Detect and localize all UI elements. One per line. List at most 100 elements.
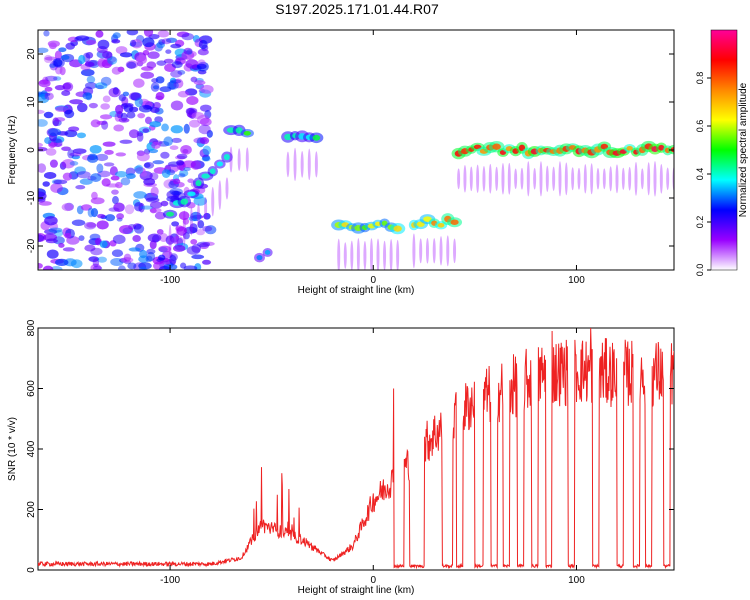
spectrogram-noise [55, 258, 69, 267]
spectrogram-noise [111, 189, 119, 195]
spectrogram-noise [52, 57, 65, 68]
spectrogram-noise [126, 61, 137, 69]
spectrogram-noise [110, 257, 124, 267]
spectrogram-noise [107, 56, 118, 65]
spectrogram-smear [653, 161, 657, 197]
spectrogram-noise [169, 188, 183, 196]
spectrogram-smear [307, 148, 311, 181]
spectrogram-smear [666, 167, 670, 191]
spectrogram-noise [80, 69, 95, 77]
spectrogram-noise [53, 76, 62, 81]
spectrogram-smear [266, 273, 269, 296]
colorbar: 0.0 0.2 0.4 0.6 0.8 Normalized spectral ampl… [695, 29, 749, 276]
spectrogram-smear [369, 238, 373, 270]
spectrogram-noise [123, 253, 132, 262]
y-tick-label: 200 [26, 501, 37, 518]
spectrogram-noise [85, 52, 94, 59]
spectrogram-noise [95, 153, 109, 162]
spectrogram-noise [143, 30, 154, 37]
spectrogram-smear [453, 238, 457, 264]
spectrogram-noise [43, 172, 57, 179]
spectrogram-noise [69, 161, 79, 166]
spectrogram-smear [286, 151, 290, 178]
spectrogram-smear [488, 163, 492, 194]
snr-x-label: Height of straight line (km) [298, 585, 415, 596]
spectrogram-noise [157, 30, 170, 38]
spectrogram-noise [78, 235, 85, 241]
spectrogram-noise [38, 163, 47, 173]
spectrogram-smear [350, 240, 354, 270]
spectrogram-noise [61, 158, 75, 169]
spectrogram-noise [59, 161, 67, 170]
spectrogram-noise [183, 167, 191, 172]
x-tick-label: -100 [160, 575, 180, 586]
spectrogram-smear [539, 161, 543, 197]
spectrogram-smear [337, 238, 341, 270]
spectrogram-noise [86, 222, 97, 228]
spectrogram-noise [155, 91, 165, 101]
spectrogram-noise [160, 151, 170, 159]
spectrogram-noise [155, 76, 165, 84]
spectrogram-smear [182, 210, 186, 246]
spectrogram-noise [190, 239, 198, 245]
spectrogram-noise [149, 201, 163, 209]
spectrogram-noise [126, 30, 139, 36]
spectrogram-noise [49, 159, 58, 168]
y-tick-label: 800 [26, 319, 37, 336]
spectrogram-smear [507, 162, 511, 195]
spectrogram-noise [97, 256, 107, 263]
spectrogram-noise [151, 141, 161, 149]
snr-frame [37, 327, 675, 571]
spectrogram-noise [58, 242, 65, 248]
spectrogram-noise [186, 96, 199, 105]
spectrogram-noise [102, 95, 111, 103]
spectrogram-noise [42, 181, 50, 187]
spectrogram-noise [149, 207, 157, 214]
spectrogram-noise [85, 39, 97, 45]
spectrogram-x-ticks: -100 0 100 [160, 30, 585, 286]
spectrogram-noise [87, 207, 95, 218]
spectrogram-smear [432, 238, 436, 264]
spectrogram-noise [158, 254, 166, 261]
spectrogram-smear [590, 163, 594, 195]
spectrogram-noise [100, 114, 113, 120]
spectrogram-noise [78, 54, 86, 65]
spectrogram-smear [609, 166, 613, 192]
spectrogram-noise [177, 69, 186, 75]
snr-x-ticks: -100 0 100 [160, 328, 585, 586]
spectrogram-noise [150, 82, 160, 92]
spectrogram-smear [602, 168, 606, 190]
spectrogram-noise [193, 80, 206, 86]
spectrogram-noise [84, 61, 95, 67]
spectrogram-noise [38, 142, 43, 148]
spectrogram-noise [137, 113, 146, 119]
spectrogram-noise [165, 49, 172, 54]
spectrogram-smear [168, 224, 172, 259]
spectrogram-noise [128, 247, 141, 252]
spectrogram-noise [190, 211, 202, 222]
spectrogram-noise [90, 263, 102, 270]
spectrogram-noise [180, 144, 192, 155]
spectrogram-noise [111, 249, 124, 257]
spectrogram-noise [138, 266, 147, 270]
spectrogram-noise [38, 79, 51, 88]
spectrogram-noise [146, 248, 156, 255]
spectrogram-noise [170, 70, 183, 78]
spectrogram-noise [62, 82, 72, 90]
spectrogram-noise [38, 109, 45, 115]
spectrogram-noise [158, 245, 172, 253]
spectrogram-noise [119, 224, 133, 235]
spectrogram-blob [312, 134, 321, 141]
spectrogram-noise [183, 47, 193, 55]
spectrogram-noise [90, 247, 103, 256]
spectrogram-x-label: Height of straight line (km) [298, 285, 415, 296]
spectrogram-noise [171, 221, 180, 227]
spectrogram-noise [197, 220, 205, 229]
spectrogram-noise [100, 76, 112, 86]
spectrogram-smear [314, 151, 318, 178]
spectrogram-noise [163, 136, 173, 147]
spectrogram-noise [108, 87, 121, 98]
spectrogram-noise [163, 58, 174, 64]
spectrogram-noise [110, 175, 120, 181]
spectrogram-noise [170, 125, 183, 134]
